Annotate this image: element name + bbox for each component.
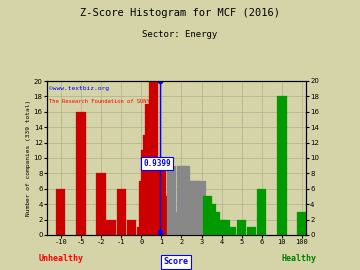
Bar bbox=[163, 204, 172, 235]
Bar bbox=[107, 220, 116, 235]
Bar bbox=[217, 220, 226, 235]
Y-axis label: Number of companies (339 total): Number of companies (339 total) bbox=[26, 100, 31, 216]
Bar bbox=[297, 212, 307, 235]
Bar bbox=[177, 166, 186, 235]
Text: Sector: Energy: Sector: Energy bbox=[142, 30, 218, 39]
Bar bbox=[127, 220, 136, 235]
Bar bbox=[211, 212, 220, 235]
Bar bbox=[191, 181, 200, 235]
Bar bbox=[161, 196, 170, 235]
Bar bbox=[56, 189, 66, 235]
Bar bbox=[203, 196, 212, 235]
Bar bbox=[257, 189, 266, 235]
Text: Unhealthy: Unhealthy bbox=[39, 254, 84, 262]
Bar bbox=[277, 96, 287, 235]
Text: Healthy: Healthy bbox=[281, 254, 316, 262]
Bar bbox=[207, 204, 216, 235]
Bar bbox=[145, 104, 154, 235]
Bar bbox=[136, 227, 146, 235]
Bar bbox=[143, 135, 152, 235]
Bar bbox=[237, 220, 246, 235]
Bar bbox=[221, 220, 230, 235]
Bar bbox=[96, 173, 106, 235]
Bar bbox=[187, 181, 196, 235]
Bar bbox=[197, 181, 206, 235]
Bar bbox=[76, 112, 86, 235]
Bar bbox=[153, 158, 162, 235]
Bar bbox=[117, 189, 126, 235]
Bar bbox=[171, 212, 180, 235]
Bar bbox=[147, 127, 156, 235]
Text: Z-Score Histogram for MCF (2016): Z-Score Histogram for MCF (2016) bbox=[80, 8, 280, 18]
Bar bbox=[16, 212, 25, 235]
Bar bbox=[167, 166, 176, 235]
Bar bbox=[141, 150, 150, 235]
Bar bbox=[227, 227, 236, 235]
Bar bbox=[151, 158, 160, 235]
Bar bbox=[155, 158, 164, 235]
Bar bbox=[139, 181, 148, 235]
Bar bbox=[247, 227, 256, 235]
Text: Score: Score bbox=[164, 257, 189, 266]
Bar bbox=[149, 81, 158, 235]
Bar bbox=[159, 196, 168, 235]
Bar bbox=[181, 166, 190, 235]
Bar bbox=[157, 158, 166, 235]
Text: 0.9399: 0.9399 bbox=[143, 159, 171, 168]
Text: The Research Foundation of SUNY: The Research Foundation of SUNY bbox=[49, 99, 150, 104]
Text: ©www.textbiz.org: ©www.textbiz.org bbox=[49, 86, 109, 91]
